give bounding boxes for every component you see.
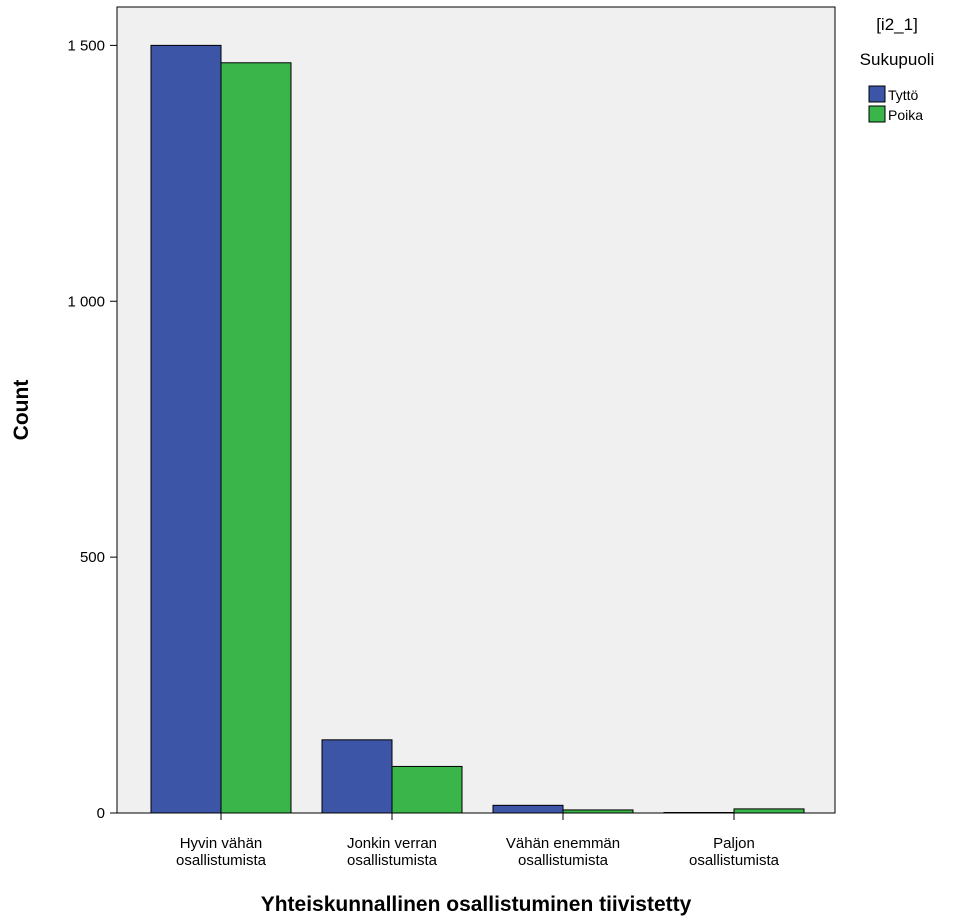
x-tick-label-line: Vähän enemmän <box>506 835 620 852</box>
y-axis-title: Count <box>10 380 33 441</box>
x-tick-label-line: Paljon <box>713 835 755 852</box>
x-axis-title: Yhteiskunnallinen osallistuminen tiivist… <box>261 893 692 916</box>
x-tick-label-line: osallistumista <box>518 852 609 869</box>
legend-label-poika: Poika <box>888 107 923 123</box>
bar-tyttö-3 <box>663 811 735 814</box>
bars-group <box>150 44 805 814</box>
x-tick-label-2: Vähän enemmän osallistumista <box>506 835 620 869</box>
y-axis: 0 500 1 000 1 500 <box>67 37 117 822</box>
legend-title-line-2: Sukupuoli <box>860 50 935 69</box>
y-tick-label-1: 500 <box>80 549 105 566</box>
bar-poika-1 <box>391 765 463 814</box>
bar-poika-3 <box>733 808 805 814</box>
legend: [i2_1] Sukupuoli Tyttö Poika <box>860 15 935 123</box>
x-tick-label-line: osallistumista <box>347 852 438 869</box>
y-tick-label-3: 1 500 <box>67 37 105 54</box>
bar-tyttö-0 <box>150 44 222 814</box>
bar-tyttö-2 <box>492 804 564 814</box>
legend-swatch-poika <box>868 105 886 123</box>
x-tick-label-line: osallistumista <box>689 852 780 869</box>
legend-swatch-tyttö <box>868 85 886 103</box>
y-tick-label-0: 0 <box>97 805 105 822</box>
x-tick-label-line: Jonkin verran <box>347 835 437 852</box>
x-tick-label-line: osallistumista <box>176 852 267 869</box>
legend-label-tyttö: Tyttö <box>888 87 919 103</box>
bar-poika-2 <box>562 809 634 814</box>
legend-title-line-1: [i2_1] <box>876 15 918 34</box>
bar-tyttö-1 <box>321 739 393 814</box>
y-tick-label-2: 1 000 <box>67 293 105 310</box>
x-tick-label-0: Hyvin vähän osallistumista <box>176 835 267 869</box>
x-tick-label-3: Paljon osallistumista <box>689 835 780 869</box>
x-tick-label-line: Hyvin vähän <box>180 835 263 852</box>
bar-poika-0 <box>220 62 292 814</box>
x-tick-label-1: Jonkin verran osallistumista <box>347 835 438 869</box>
